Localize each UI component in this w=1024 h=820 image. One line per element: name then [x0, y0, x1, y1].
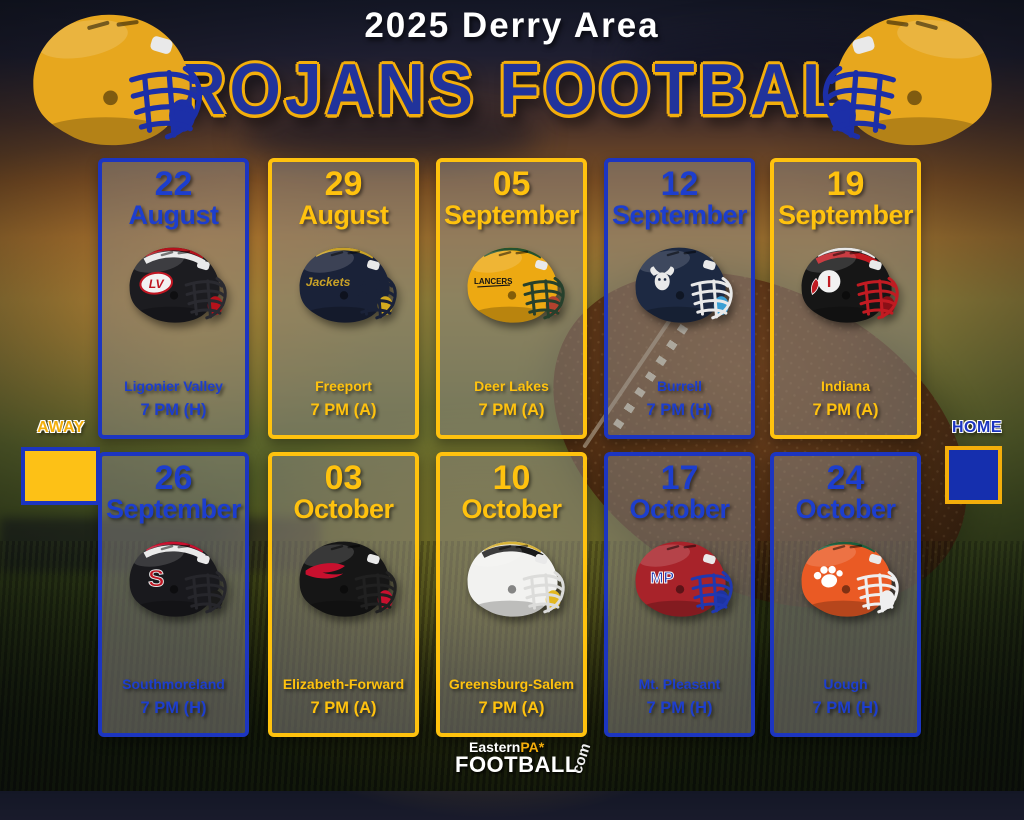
game-time: 7 PM (A): [812, 401, 879, 419]
game-card-indiana: 19 September I Indiana 7 PM (A): [770, 158, 921, 439]
away-color-swatch: [21, 447, 100, 505]
game-day: 26: [154, 459, 193, 497]
home-legend-label: HOME: [952, 419, 1002, 436]
game-card-mt-pleasant: 17 October MP Mt. Pleasant 7 PM (H): [604, 452, 755, 737]
opponent-helmet-icon: [285, 533, 403, 627]
opponent-helmet-icon: [453, 533, 571, 627]
opponent-helmet-icon: I: [787, 239, 905, 333]
game-time: 7 PM (H): [140, 699, 207, 717]
game-day: 19: [826, 165, 865, 203]
game-card-freeport: 29 August Jackets Freeport 7 PM (A): [268, 158, 419, 439]
game-card-deer-lakes: 05 September LANCERS Deer Lakes 7 PM (A): [436, 158, 587, 439]
opponent-helmet-icon: LV: [115, 239, 233, 333]
svg-text:MP: MP: [650, 569, 674, 586]
opponent-helmet-icon: MP: [621, 533, 739, 627]
game-card-uough: 24 October Uough 7 PM (H): [770, 452, 921, 737]
svg-text:I: I: [826, 274, 830, 291]
game-day: 17: [660, 459, 699, 497]
game-time: 7 PM (A): [478, 401, 545, 419]
opponent-helmet-icon: [621, 239, 739, 333]
svg-text:S: S: [148, 565, 164, 592]
game-day: 03: [324, 459, 363, 497]
opponent-name: Uough: [823, 676, 868, 692]
game-card-greensburg-salem: 10 October Greensburg-Salem 7 PM (A): [436, 452, 587, 737]
game-month: August: [128, 199, 219, 230]
opponent-name: Elizabeth-Forward: [282, 676, 405, 692]
game-time: 7 PM (H): [140, 401, 207, 419]
opponent-helmet-icon: LANCERS: [453, 239, 571, 333]
game-month: October: [629, 493, 730, 524]
game-month: October: [293, 493, 394, 524]
game-card-elizabeth-forward: 03 October Elizabeth-Forward 7 PM (A): [268, 452, 419, 737]
game-time: 7 PM (A): [310, 401, 377, 419]
game-card-burrell: 12 September Burrell 7 PM (H): [604, 158, 755, 439]
game-month: September: [777, 199, 914, 230]
derry-helmet-icon-left: [8, 0, 213, 168]
game-card-ligonier-valley: 22 August LV Ligonier Valley 7 PM (H): [98, 158, 249, 439]
game-month: October: [461, 493, 562, 524]
game-day: 24: [826, 459, 865, 497]
opponent-name: Greensburg-Salem: [448, 676, 575, 692]
opponent-helmet-icon: [787, 533, 905, 627]
game-month: September: [611, 199, 748, 230]
game-time: 7 PM (A): [310, 699, 377, 717]
game-day: 22: [154, 165, 193, 203]
game-time: 7 PM (H): [646, 401, 713, 419]
opponent-name: Ligonier Valley: [124, 378, 223, 394]
brand-logo: EasternPA* FOOTBALL com: [455, 740, 615, 790]
game-card-southmoreland: 26 September S Southmoreland 7 PM (H): [98, 452, 249, 737]
brand-football: FOOTBALL: [455, 752, 579, 777]
game-month: September: [443, 199, 580, 230]
svg-text:Jackets: Jackets: [305, 275, 350, 289]
game-time: 7 PM (H): [646, 699, 713, 717]
game-month: October: [795, 493, 896, 524]
game-day: 05: [492, 165, 531, 203]
opponent-name: Burrell: [656, 378, 703, 394]
game-time: 7 PM (H): [812, 699, 879, 717]
game-month: August: [298, 199, 389, 230]
svg-text:LV: LV: [148, 277, 164, 291]
opponent-name: Deer Lakes: [474, 378, 549, 394]
game-month: September: [105, 493, 242, 524]
opponent-name: Indiana: [820, 378, 870, 394]
away-legend-label: AWAY: [37, 419, 85, 436]
game-day: 10: [492, 459, 531, 497]
derry-helmet-icon-right: [812, 0, 1017, 168]
opponent-name: Freeport: [315, 378, 372, 394]
opponent-name: Mt. Pleasant: [638, 676, 721, 692]
home-color-swatch: [945, 446, 1002, 504]
game-day: 29: [324, 165, 363, 203]
opponent-helmet-icon: S: [115, 533, 233, 627]
game-time: 7 PM (A): [478, 699, 545, 717]
opponent-name: Southmoreland: [122, 676, 225, 692]
game-day: 12: [660, 165, 699, 203]
opponent-helmet-icon: Jackets: [285, 239, 403, 333]
